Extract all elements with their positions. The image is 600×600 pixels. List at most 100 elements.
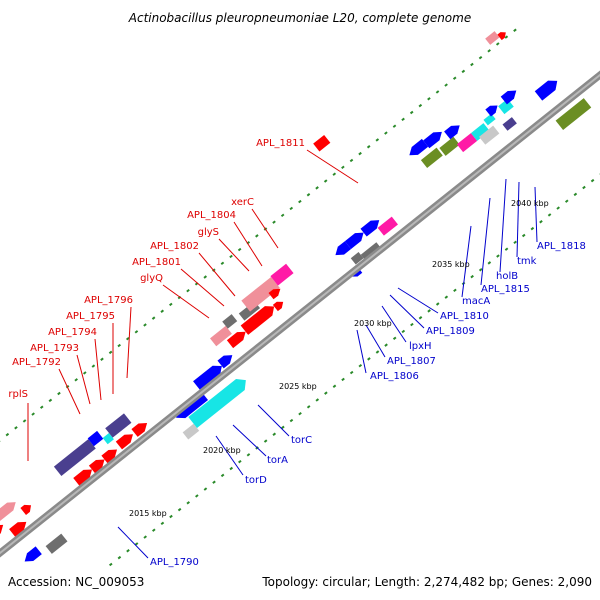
tick-mark xyxy=(186,501,191,505)
gene-label[interactable]: APL_1807 xyxy=(387,356,436,367)
gene-feature[interactable] xyxy=(268,288,281,300)
gene-feature[interactable] xyxy=(497,32,506,41)
gene-feature[interactable] xyxy=(217,355,233,369)
gene-feature[interactable] xyxy=(485,31,500,45)
gene-feature[interactable] xyxy=(222,314,238,329)
gene-feature[interactable] xyxy=(479,125,500,145)
gene-label[interactable]: APL_1810 xyxy=(440,311,489,322)
gene-label[interactable]: APL_1815 xyxy=(481,284,530,295)
tick-mark xyxy=(495,42,500,46)
gene-label[interactable]: torC xyxy=(291,435,312,446)
gene-feature[interactable] xyxy=(240,306,275,335)
gene-label[interactable]: APL_1818 xyxy=(537,241,586,252)
tick-mark xyxy=(289,206,294,211)
gene-label[interactable]: macA xyxy=(462,296,490,307)
tick-mark xyxy=(470,62,474,67)
gene-label[interactable]: glyS xyxy=(198,227,219,238)
gene-label[interactable]: APL_1809 xyxy=(426,326,475,337)
gene-feature[interactable] xyxy=(483,113,496,126)
gene-feature[interactable] xyxy=(0,524,4,545)
gene-feature[interactable] xyxy=(188,379,246,428)
gene-feature[interactable] xyxy=(270,263,294,286)
gene-feature[interactable] xyxy=(534,80,558,101)
gene-feature[interactable] xyxy=(45,533,68,554)
gene-feature[interactable] xyxy=(485,105,498,117)
label-leader-line xyxy=(126,306,132,379)
tick-mark xyxy=(48,398,53,403)
gene-label[interactable]: tmk xyxy=(517,256,537,267)
gene-feature[interactable] xyxy=(193,365,222,391)
gene-feature[interactable] xyxy=(498,98,514,115)
gene-feature[interactable] xyxy=(24,546,42,562)
tick-mark xyxy=(349,370,354,375)
label-leader-line xyxy=(461,225,472,298)
gene-label[interactable]: APL_1794 xyxy=(48,327,97,338)
gene-label[interactable]: APL_1804 xyxy=(187,210,236,221)
gene-feature[interactable] xyxy=(0,502,16,526)
gene-feature[interactable] xyxy=(555,98,592,130)
label-leader-line xyxy=(218,238,250,272)
label-leader-line xyxy=(58,368,81,415)
gene-label[interactable]: torD xyxy=(245,475,267,486)
tick-mark xyxy=(444,295,449,299)
tick-mark xyxy=(487,261,492,265)
tick-mark xyxy=(306,405,311,409)
gene-feature[interactable] xyxy=(241,276,280,312)
gene-feature[interactable] xyxy=(409,138,429,156)
tick-mark xyxy=(220,261,225,265)
gene-feature[interactable] xyxy=(53,439,96,476)
gene-feature[interactable] xyxy=(344,232,364,250)
gene-label[interactable]: APL_1792 xyxy=(12,357,61,368)
gene-feature[interactable] xyxy=(115,434,133,450)
tick-mark xyxy=(117,343,121,348)
gene-label[interactable]: APL_1806 xyxy=(370,371,419,382)
gene-feature[interactable] xyxy=(131,423,148,437)
gene-feature[interactable] xyxy=(88,459,105,474)
gene-feature[interactable] xyxy=(335,241,352,256)
gene-label[interactable]: xerC xyxy=(231,197,254,208)
gene-feature[interactable] xyxy=(272,301,284,312)
gene-label[interactable]: APL_1801 xyxy=(132,257,181,268)
gene-feature[interactable] xyxy=(210,325,232,347)
gene-feature[interactable] xyxy=(444,125,460,140)
gene-feature[interactable] xyxy=(360,220,380,237)
gene-feature[interactable] xyxy=(182,423,200,440)
tick-mark xyxy=(521,233,526,238)
gene-feature[interactable] xyxy=(502,117,517,131)
gene-label[interactable]: APL_1811 xyxy=(256,138,305,149)
gene-label[interactable]: APL_1795 xyxy=(66,311,115,322)
gene-feature[interactable] xyxy=(470,123,490,141)
gene-feature[interactable] xyxy=(500,90,517,105)
gene-feature[interactable] xyxy=(420,147,443,168)
gene-label[interactable]: glyQ xyxy=(140,273,163,284)
gene-feature[interactable] xyxy=(9,521,27,537)
tick-mark xyxy=(332,172,337,176)
tick-mark xyxy=(410,322,414,327)
gene-feature[interactable] xyxy=(101,449,118,464)
tick-mark xyxy=(375,350,380,354)
tick-mark xyxy=(392,124,397,128)
gene-label[interactable]: APL_1793 xyxy=(30,343,79,354)
gene-feature[interactable] xyxy=(226,331,246,349)
gene-label[interactable]: lpxH xyxy=(409,341,432,352)
gene-feature[interactable] xyxy=(377,216,398,236)
gene-feature[interactable] xyxy=(20,504,32,516)
gene-feature[interactable] xyxy=(313,134,331,152)
tick-mark xyxy=(298,411,302,416)
gene-feature[interactable] xyxy=(105,413,132,438)
gene-feature[interactable] xyxy=(456,133,478,153)
gene-feature[interactable] xyxy=(423,131,442,149)
label-leader-line xyxy=(397,287,439,314)
gene-feature[interactable] xyxy=(73,469,93,486)
gene-feature[interactable] xyxy=(102,432,114,445)
gene-feature[interactable] xyxy=(350,252,364,265)
gene-label[interactable]: APL_1802 xyxy=(150,241,199,252)
gene-label[interactable]: rplS xyxy=(8,389,28,400)
tick-mark xyxy=(453,288,457,293)
gene-label[interactable]: APL_1790 xyxy=(150,557,199,568)
gene-label[interactable]: APL_1796 xyxy=(84,295,133,306)
gene-label[interactable]: torA xyxy=(267,455,288,466)
gene-label[interactable]: holB xyxy=(496,271,518,282)
gene-feature[interactable] xyxy=(439,136,460,156)
gene-feature[interactable] xyxy=(87,430,104,447)
